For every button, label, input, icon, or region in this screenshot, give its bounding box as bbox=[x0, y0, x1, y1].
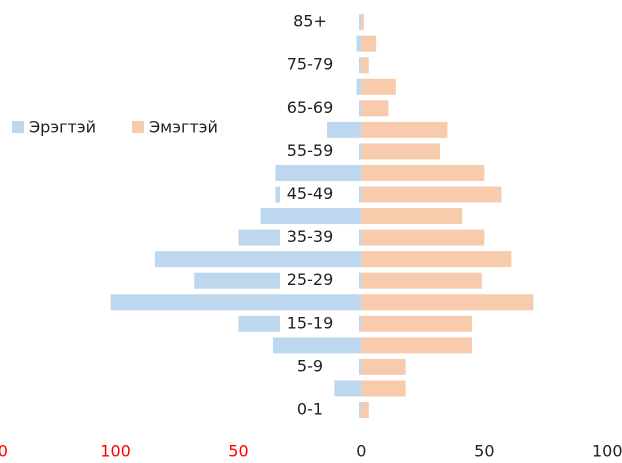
category-label: 75-79 bbox=[287, 55, 334, 74]
bar bbox=[361, 251, 512, 268]
bar bbox=[154, 251, 362, 268]
category-label: 65-69 bbox=[287, 98, 334, 117]
bar bbox=[260, 208, 362, 225]
bar bbox=[361, 229, 485, 246]
label-background bbox=[280, 98, 359, 119]
x-tick-label: 100 bbox=[100, 442, 131, 461]
bar bbox=[361, 14, 364, 31]
category-label: 45-49 bbox=[287, 184, 334, 203]
label-background bbox=[280, 356, 359, 377]
bar bbox=[361, 100, 389, 117]
bar bbox=[358, 14, 362, 31]
bar bbox=[358, 402, 362, 418]
bar bbox=[361, 186, 502, 203]
bar bbox=[356, 78, 362, 95]
bar bbox=[361, 337, 473, 354]
bar bbox=[361, 380, 406, 397]
label-background bbox=[280, 227, 359, 248]
bar bbox=[361, 294, 534, 311]
label-background bbox=[280, 55, 359, 76]
label-background bbox=[280, 400, 359, 420]
bar bbox=[326, 121, 362, 138]
bar bbox=[361, 402, 369, 418]
label-background bbox=[280, 313, 359, 334]
bar bbox=[361, 315, 473, 332]
bar bbox=[361, 358, 406, 375]
x-tick-label: 50 bbox=[474, 442, 494, 461]
category-label: 0-1 bbox=[297, 400, 323, 419]
bar bbox=[361, 272, 482, 289]
category-label: 5-9 bbox=[297, 356, 323, 375]
bar bbox=[361, 57, 369, 74]
legend-label: Эрэгтэй bbox=[29, 118, 96, 137]
label-background bbox=[280, 12, 359, 33]
bar bbox=[361, 35, 377, 52]
bar bbox=[356, 35, 362, 52]
bar bbox=[361, 78, 396, 95]
category-label: 35-39 bbox=[287, 227, 334, 246]
x-tick-label: 0 bbox=[356, 442, 366, 461]
legend-swatch bbox=[132, 121, 144, 133]
category-label: 55-59 bbox=[287, 141, 334, 160]
bar bbox=[334, 380, 362, 397]
legend-label: Эмэгтэй bbox=[149, 118, 218, 137]
bar bbox=[275, 164, 362, 181]
x-tick-label: 150 bbox=[0, 442, 8, 461]
category-label: 25-29 bbox=[287, 270, 334, 289]
category-label: 15-19 bbox=[287, 313, 334, 332]
label-background bbox=[280, 270, 359, 291]
bar bbox=[110, 294, 362, 311]
category-label: 85+ bbox=[293, 12, 327, 31]
bar bbox=[361, 121, 448, 138]
bar bbox=[361, 208, 463, 225]
label-background bbox=[280, 141, 359, 162]
bar bbox=[272, 337, 362, 354]
bar bbox=[361, 164, 485, 181]
x-tick-label: 100 bbox=[592, 442, 622, 461]
label-background bbox=[280, 184, 359, 205]
x-tick-label: 50 bbox=[228, 442, 248, 461]
bar bbox=[361, 143, 441, 160]
legend-swatch bbox=[12, 121, 24, 133]
